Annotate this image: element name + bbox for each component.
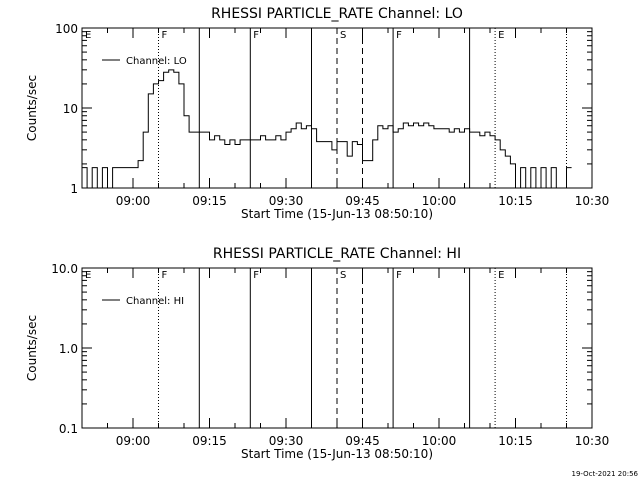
event-marker-label: F: [396, 270, 402, 281]
event-marker-label: E: [85, 270, 91, 281]
event-marker-label: S: [340, 30, 346, 41]
x-tick-label: 09:00: [116, 434, 151, 448]
chart-panel-1: RHESSI PARTICLE_RATE Channel: LO Counts/s…: [25, 6, 609, 221]
x-tick-label: 09:00: [116, 194, 151, 208]
y-tick-label: 1: [70, 182, 78, 196]
legend-label: Channel: HI: [126, 296, 184, 307]
event-marker-label: E: [85, 30, 91, 41]
y-axis-label: Counts/sec: [25, 315, 39, 381]
x-tick-label: 09:30: [269, 194, 304, 208]
x-tick-label: 09:45: [345, 434, 380, 448]
event-marker-label: E: [498, 270, 504, 281]
chart-title: RHESSI PARTICLE_RATE Channel: HI: [213, 246, 461, 262]
x-tick-label: 10:30: [575, 434, 610, 448]
event-marker-label: F: [396, 30, 402, 41]
event-marker-label: F: [253, 270, 259, 281]
event-marker-label: S: [340, 270, 346, 281]
legend-label: Channel: LO: [126, 56, 187, 67]
x-tick-label: 09:15: [192, 194, 227, 208]
y-tick-label: 1.0: [59, 342, 78, 356]
y-tick-label: 10: [63, 102, 78, 116]
chart-panel-2: RHESSI PARTICLE_RATE Channel: HI Counts/s…: [25, 246, 609, 461]
chart-title: RHESSI PARTICLE_RATE Channel: LO: [211, 6, 463, 22]
series-line: [82, 69, 572, 189]
x-tick-label: 09:15: [192, 434, 227, 448]
x-axis-label: Start Time (15-Jun-13 08:50:10): [241, 447, 433, 461]
x-tick-label: 10:30: [575, 194, 610, 208]
event-marker-label: F: [253, 30, 259, 41]
event-marker-label: F: [162, 30, 168, 41]
event-marker-label: E: [498, 30, 504, 41]
y-tick-label: 100: [55, 22, 78, 36]
x-tick-label: 10:00: [422, 434, 457, 448]
x-axis-label: Start Time (15-Jun-13 08:50:10): [241, 207, 433, 221]
y-axis-label: Counts/sec: [25, 75, 39, 141]
x-tick-label: 10:15: [498, 194, 533, 208]
x-tick-label: 09:45: [345, 194, 380, 208]
x-tick-label: 09:30: [269, 434, 304, 448]
footer-timestamp: 19-Oct-2021 20:56: [571, 470, 638, 478]
event-marker-label: F: [162, 270, 168, 281]
y-tick-label: 10.0: [51, 262, 78, 276]
x-tick-label: 10:00: [422, 194, 457, 208]
y-tick-label: 0.1: [59, 422, 78, 436]
x-tick-label: 10:15: [498, 434, 533, 448]
